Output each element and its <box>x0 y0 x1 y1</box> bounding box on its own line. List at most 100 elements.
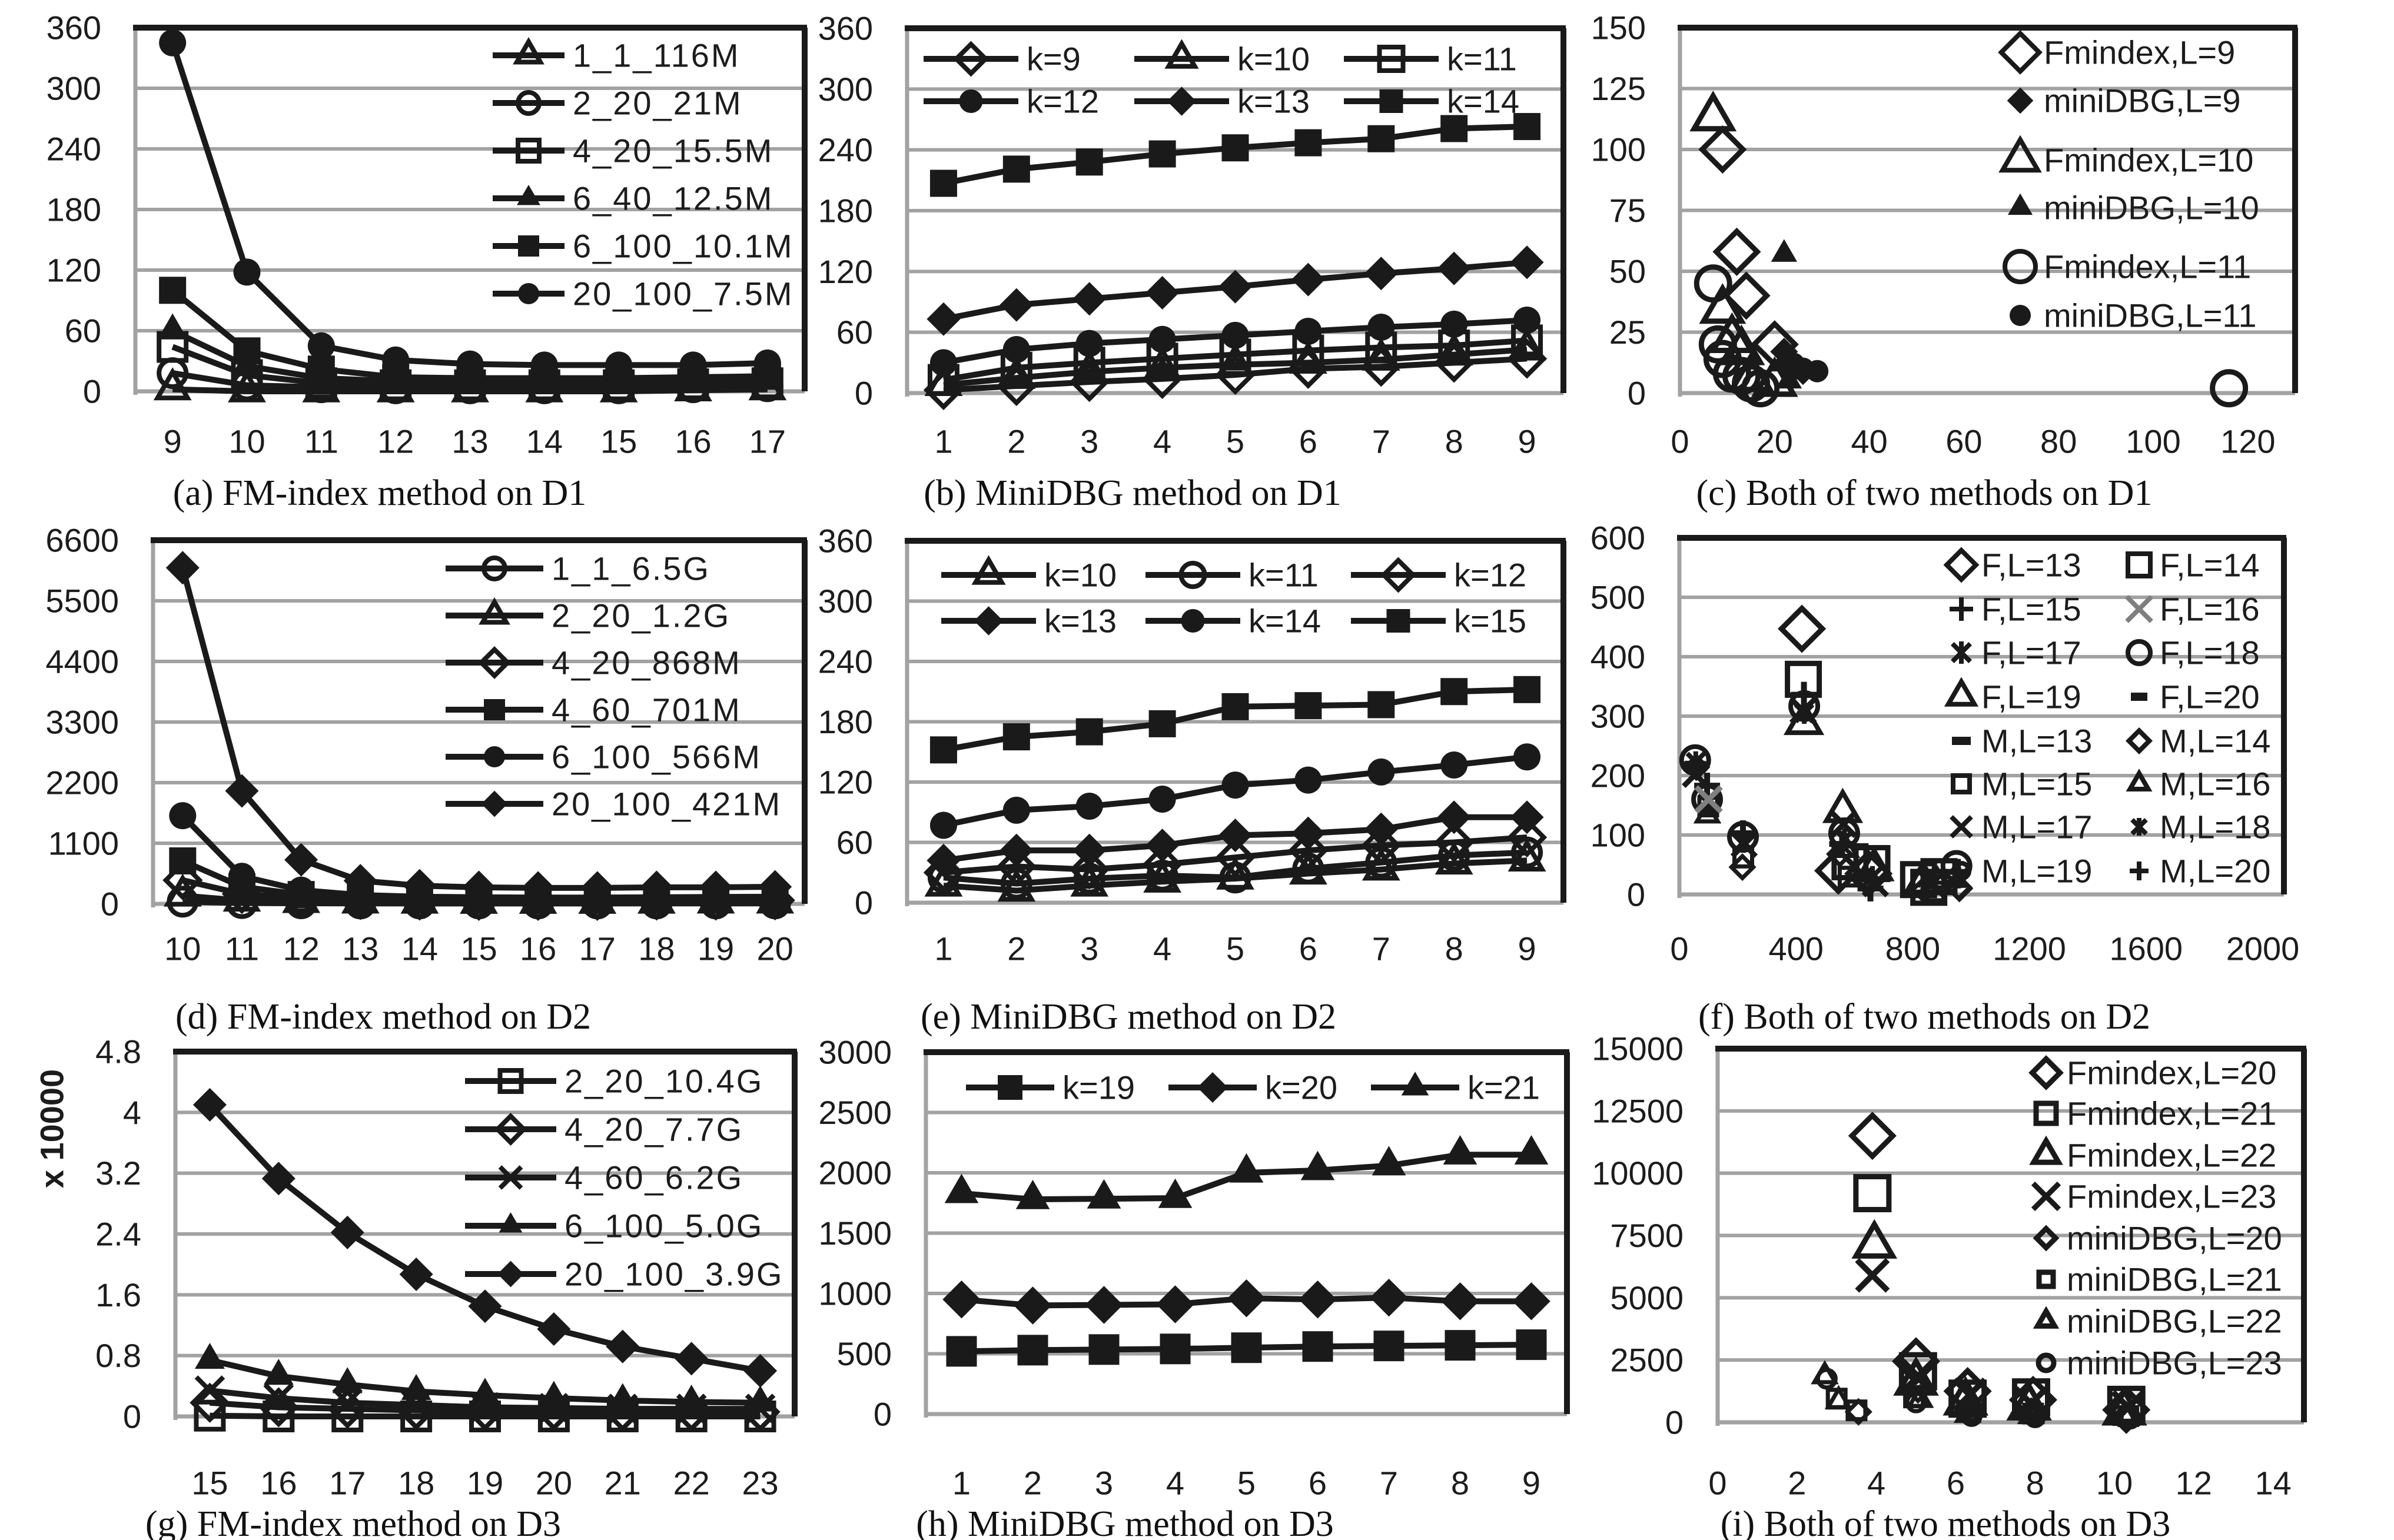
svg-text:0: 0 <box>83 373 101 410</box>
svg-text:125: 125 <box>1591 70 1646 107</box>
svg-text:18: 18 <box>638 930 675 967</box>
svg-text:miniDBG,L=11: miniDBG,L=11 <box>2044 297 2257 334</box>
svg-text:1100: 1100 <box>48 825 119 862</box>
svg-text:miniDBG,L=23: miniDBG,L=23 <box>2067 1345 2282 1382</box>
svg-text:M,L=19: M,L=19 <box>1981 853 2092 890</box>
svg-text:8: 8 <box>1451 1465 1469 1502</box>
svg-text:16: 16 <box>520 930 556 967</box>
svg-text:50: 50 <box>1609 253 1646 290</box>
svg-text:150: 150 <box>1591 9 1646 46</box>
svg-text:0: 0 <box>123 1398 141 1435</box>
svg-text:60: 60 <box>1945 423 1982 460</box>
svg-text:15: 15 <box>600 423 637 460</box>
svg-text:(h) MiniDBG method on D3: (h) MiniDBG method on D3 <box>916 1504 1334 1540</box>
svg-text:(d) FM-index method on D2: (d) FM-index method on D2 <box>175 997 591 1037</box>
svg-text:F,L=15: F,L=15 <box>1981 591 2081 628</box>
svg-text:M,L=16: M,L=16 <box>2160 766 2270 803</box>
svg-text:1.6: 1.6 <box>95 1276 141 1313</box>
svg-text:3: 3 <box>1080 423 1098 460</box>
svg-text:1600: 1600 <box>2110 930 2183 967</box>
svg-text:15000: 15000 <box>1592 1030 1684 1067</box>
svg-text:0.8: 0.8 <box>95 1337 141 1374</box>
svg-text:5000: 5000 <box>1610 1279 1684 1316</box>
svg-text:60: 60 <box>836 314 873 351</box>
svg-text:18: 18 <box>398 1465 434 1502</box>
svg-text:300: 300 <box>818 71 873 108</box>
svg-text:1: 1 <box>952 1465 971 1502</box>
svg-text:2_20_1.2G: 2_20_1.2G <box>552 597 731 634</box>
svg-text:1200: 1200 <box>1993 930 2066 967</box>
svg-text:4: 4 <box>1867 1465 1885 1502</box>
svg-text:12: 12 <box>283 930 319 967</box>
svg-text:0: 0 <box>855 884 873 922</box>
svg-text:k=10: k=10 <box>1044 557 1117 594</box>
svg-text:180: 180 <box>47 191 101 228</box>
svg-text:0: 0 <box>1627 876 1645 913</box>
svg-text:8: 8 <box>2026 1465 2044 1502</box>
svg-text:4_20_7.7G: 4_20_7.7G <box>565 1111 743 1148</box>
svg-text:20: 20 <box>757 930 793 967</box>
svg-text:Fmindex,L=22: Fmindex,L=22 <box>2067 1137 2276 1174</box>
svg-text:miniDBG,L=10: miniDBG,L=10 <box>2044 189 2259 227</box>
svg-text:k=19: k=19 <box>1062 1069 1135 1106</box>
svg-text:800: 800 <box>1885 930 1940 967</box>
svg-text:4: 4 <box>1153 930 1171 967</box>
svg-text:6: 6 <box>1309 1465 1327 1502</box>
svg-text:4_60_701M: 4_60_701M <box>552 691 742 729</box>
svg-text:F,L=20: F,L=20 <box>2160 678 2260 716</box>
svg-text:4: 4 <box>1153 423 1171 460</box>
svg-text:k=11: k=11 <box>1249 557 1319 594</box>
svg-text:8: 8 <box>1445 930 1463 967</box>
svg-text:25: 25 <box>1609 314 1646 351</box>
svg-text:4_20_15.5M: 4_20_15.5M <box>573 132 773 169</box>
svg-text:M,L=18: M,L=18 <box>2160 809 2270 846</box>
svg-text:20_100_3.9G: 20_100_3.9G <box>565 1256 783 1293</box>
svg-text:7: 7 <box>1380 1465 1398 1502</box>
svg-text:15: 15 <box>460 930 497 967</box>
svg-text:12: 12 <box>377 423 414 460</box>
svg-text:k=15: k=15 <box>1454 603 1526 640</box>
svg-text:12: 12 <box>2176 1465 2212 1502</box>
svg-text:2: 2 <box>1024 1465 1042 1502</box>
svg-text:2: 2 <box>1007 423 1025 460</box>
svg-text:7500: 7500 <box>1610 1217 1684 1254</box>
svg-text:10: 10 <box>2096 1465 2133 1502</box>
svg-text:3: 3 <box>1080 930 1098 967</box>
svg-text:22: 22 <box>673 1465 710 1502</box>
svg-text:Fmindex,L=11: Fmindex,L=11 <box>2044 248 2251 285</box>
svg-text:12500: 12500 <box>1592 1092 1684 1129</box>
svg-text:2: 2 <box>1788 1465 1806 1502</box>
svg-text:1500: 1500 <box>818 1215 892 1252</box>
svg-text:4_60_6.2G: 4_60_6.2G <box>565 1159 743 1196</box>
svg-text:3.2: 3.2 <box>95 1155 141 1192</box>
svg-text:k=10: k=10 <box>1237 41 1310 78</box>
svg-text:2.4: 2.4 <box>95 1216 141 1253</box>
svg-text:15: 15 <box>191 1465 228 1502</box>
svg-text:360: 360 <box>47 9 101 46</box>
svg-text:2500: 2500 <box>818 1094 892 1131</box>
svg-text:9: 9 <box>1518 930 1536 967</box>
svg-text:100: 100 <box>2126 423 2180 460</box>
svg-text:1: 1 <box>934 930 952 967</box>
svg-text:8: 8 <box>1445 423 1463 460</box>
svg-text:2000: 2000 <box>2226 930 2300 967</box>
svg-text:(e) MiniDBG method on D2: (e) MiniDBG method on D2 <box>921 997 1336 1037</box>
svg-text:1_1_116M: 1_1_116M <box>573 37 741 74</box>
svg-text:k=20: k=20 <box>1265 1069 1337 1106</box>
svg-text:6_100_5.0G: 6_100_5.0G <box>565 1208 763 1245</box>
svg-text:(i) Both of two methods on D3: (i) Both of two methods on D3 <box>1721 1504 2171 1540</box>
svg-text:Fmindex,L=20: Fmindex,L=20 <box>2067 1055 2276 1092</box>
svg-text:9: 9 <box>1522 1465 1540 1502</box>
svg-text:240: 240 <box>818 643 873 680</box>
svg-text:13: 13 <box>342 930 378 967</box>
svg-text:11: 11 <box>304 423 338 460</box>
svg-text:80: 80 <box>2040 423 2077 460</box>
svg-text:3000: 3000 <box>818 1034 892 1071</box>
svg-text:0: 0 <box>1670 930 1688 967</box>
svg-text:360: 360 <box>818 10 873 47</box>
svg-text:20_100_7.5M: 20_100_7.5M <box>573 275 794 312</box>
svg-text:21: 21 <box>605 1465 641 1502</box>
svg-text:6600: 6600 <box>45 522 119 559</box>
svg-text:120: 120 <box>818 764 873 801</box>
svg-text:M,L=20: M,L=20 <box>2160 853 2270 890</box>
